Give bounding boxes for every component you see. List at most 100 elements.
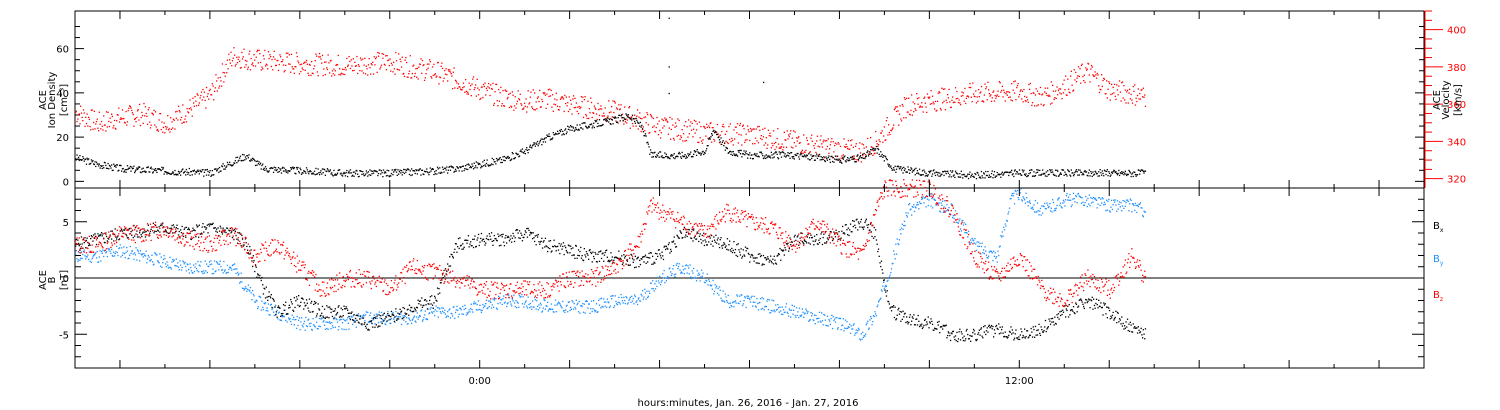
point-velocity (357, 64, 360, 66)
point-velocity (674, 126, 676, 128)
point-density (152, 172, 154, 174)
point-Bx (362, 317, 365, 319)
point-density (364, 173, 367, 175)
point-By (859, 339, 862, 341)
point-velocity (103, 115, 105, 117)
point-velocity (844, 146, 847, 148)
point-By (463, 308, 465, 310)
point-velocity (419, 63, 421, 66)
point-By (76, 258, 78, 260)
point-By (98, 256, 100, 258)
point-By (1098, 197, 1101, 199)
point-density (1060, 173, 1062, 175)
point-density (502, 156, 504, 158)
point-Bx (313, 303, 315, 306)
point-By (697, 274, 699, 276)
point-density (995, 175, 998, 177)
point-By (101, 252, 103, 254)
point-density (1118, 169, 1120, 172)
point-By (456, 305, 458, 308)
point-density (853, 157, 855, 159)
point-velocity (721, 125, 724, 128)
point-velocity (170, 128, 172, 130)
point-velocity (421, 59, 424, 62)
point-velocity (733, 129, 735, 131)
point-density (954, 170, 957, 172)
point-velocity (268, 57, 270, 60)
point-velocity (489, 94, 491, 97)
point-By (400, 313, 402, 315)
point-By (777, 307, 780, 309)
point-By (929, 195, 931, 197)
point-velocity (264, 65, 267, 67)
point-density (1046, 175, 1048, 177)
point-By (728, 302, 730, 305)
point-By (205, 263, 208, 265)
point-velocity (1057, 89, 1060, 92)
point-By (457, 316, 460, 318)
point-velocity (128, 107, 130, 110)
point-By (560, 306, 562, 308)
point-Bx (132, 236, 134, 239)
point-By (377, 322, 380, 324)
point-By (1011, 192, 1013, 195)
point-By (953, 217, 955, 220)
point-density (616, 121, 618, 123)
point-Bx (261, 276, 263, 279)
point-velocity (416, 67, 418, 70)
point-density (1039, 174, 1042, 176)
point-By (857, 327, 860, 329)
point-density (735, 153, 737, 155)
point-By (270, 303, 272, 305)
point-By (1001, 236, 1003, 238)
point-density (737, 150, 739, 152)
point-By (152, 261, 154, 263)
point-velocity (389, 58, 391, 60)
point-velocity (693, 119, 695, 122)
point-By (920, 202, 922, 205)
point-By (921, 198, 923, 200)
point-velocity (88, 116, 90, 118)
point-Bx (237, 239, 239, 241)
point-velocity (1043, 104, 1045, 106)
point-By (500, 299, 503, 301)
point-By (1006, 220, 1008, 222)
point-velocity (720, 143, 722, 145)
point-density (217, 168, 219, 170)
point-By (232, 264, 234, 266)
point-Bx (242, 244, 244, 246)
point-density (601, 124, 603, 126)
point-velocity (907, 111, 909, 113)
point-velocity (1110, 93, 1112, 96)
point-By (1049, 203, 1051, 205)
point-velocity (631, 122, 634, 125)
point-By (303, 323, 305, 325)
point-By (984, 246, 986, 248)
point-density (636, 121, 639, 123)
point-By (529, 302, 531, 305)
point-velocity (115, 128, 117, 130)
point-By (558, 302, 560, 304)
point-velocity (126, 121, 129, 123)
point-velocity (457, 83, 460, 85)
point-density (1029, 172, 1031, 174)
point-density (647, 143, 649, 145)
point-density (120, 164, 122, 167)
point-By (201, 271, 203, 273)
point-velocity (365, 65, 367, 67)
point-By (132, 253, 134, 255)
point-velocity (180, 116, 183, 119)
point-By (93, 254, 95, 256)
point-density (254, 164, 257, 167)
point-density (900, 169, 903, 171)
point-By (998, 246, 1001, 248)
point-By (673, 274, 675, 276)
point-density (188, 167, 190, 170)
point-By (452, 315, 454, 317)
point-density (533, 142, 535, 144)
point-By (403, 319, 405, 321)
point-By (1085, 199, 1088, 201)
point-velocity (669, 116, 671, 119)
point-velocity (754, 137, 757, 139)
point-By (842, 318, 844, 320)
